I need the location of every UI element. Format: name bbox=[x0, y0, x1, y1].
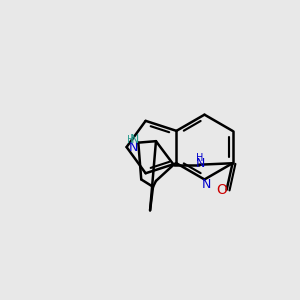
Text: N: N bbox=[201, 178, 211, 191]
Text: N: N bbox=[195, 157, 205, 170]
Text: H: H bbox=[127, 135, 135, 145]
Text: O: O bbox=[216, 183, 227, 197]
Text: N: N bbox=[128, 141, 138, 154]
Text: N: N bbox=[130, 133, 139, 146]
Text: H: H bbox=[196, 153, 204, 163]
